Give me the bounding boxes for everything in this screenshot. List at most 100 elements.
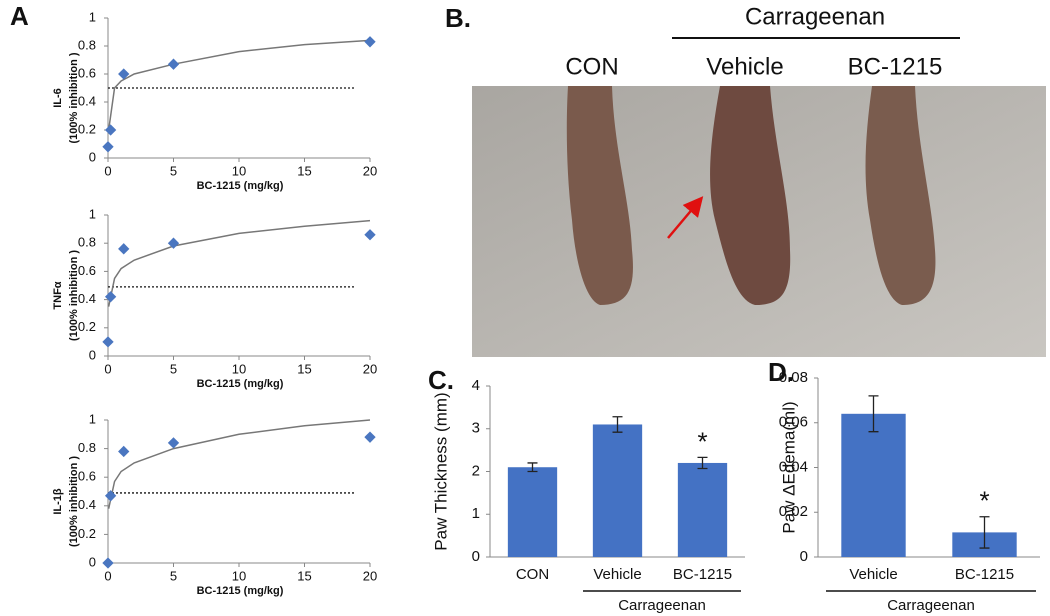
paw bbox=[710, 86, 791, 305]
error-bar bbox=[612, 416, 623, 433]
y-axis-label: IL-6 bbox=[52, 88, 64, 108]
fit-curve bbox=[107, 39, 371, 131]
y-axis-label: TNFα bbox=[52, 281, 64, 309]
x-tick-label: 5 bbox=[170, 568, 177, 583]
significance: * bbox=[697, 426, 707, 456]
point bbox=[364, 229, 376, 241]
x-tick-label: 20 bbox=[363, 163, 377, 178]
significance: * bbox=[979, 486, 989, 516]
y-tick-label: 3 bbox=[472, 420, 480, 437]
point bbox=[102, 141, 114, 153]
x-tick-label: 0 bbox=[104, 568, 111, 583]
bar bbox=[841, 413, 906, 557]
y-tick-label: 0.8 bbox=[78, 235, 96, 250]
y-tick-label: 0 bbox=[89, 347, 96, 362]
column-label: CON bbox=[565, 53, 618, 80]
point bbox=[167, 58, 180, 70]
point bbox=[102, 336, 114, 348]
x-tick-label: Vehicle bbox=[849, 566, 897, 583]
x-tick-label: 0 bbox=[104, 361, 111, 376]
panel-label: B. bbox=[445, 3, 471, 33]
x-tick-label: 15 bbox=[297, 163, 311, 178]
panel-label: D. bbox=[768, 357, 794, 387]
x-tick-label: 5 bbox=[170, 361, 177, 376]
point bbox=[102, 557, 114, 569]
point bbox=[118, 445, 130, 458]
point bbox=[167, 437, 180, 449]
y-tick-label: 0.2 bbox=[78, 319, 96, 334]
y-tick-label: 1 bbox=[472, 505, 480, 522]
x-tick-label: CON bbox=[516, 566, 549, 583]
y-tick-label: 0.02 bbox=[779, 503, 808, 520]
y-axis-label: Paw Thickness (mm) bbox=[431, 392, 450, 550]
panel-label: C. bbox=[428, 365, 454, 395]
y-tick-label: 0 bbox=[89, 554, 96, 569]
error-bar bbox=[697, 456, 708, 470]
group-label: Carrageenan bbox=[618, 597, 706, 614]
x-tick-label: 5 bbox=[170, 163, 177, 178]
paw bbox=[865, 86, 936, 305]
x-tick-label: 10 bbox=[232, 361, 246, 376]
y-tick-label: 0.6 bbox=[78, 469, 96, 484]
point bbox=[364, 36, 376, 48]
error-bar bbox=[868, 395, 879, 433]
panel-label: A bbox=[10, 1, 29, 31]
x-axis-label: BC-1215 (mg/kg) bbox=[197, 585, 284, 597]
y-tick-label: 2 bbox=[472, 462, 480, 479]
y-tick-label: 4 bbox=[472, 377, 480, 394]
y-tick-label: 0 bbox=[472, 548, 480, 565]
error-bar bbox=[979, 516, 990, 549]
point bbox=[104, 490, 117, 502]
point bbox=[118, 243, 130, 255]
x-tick-label: 15 bbox=[297, 568, 311, 583]
column-label: Vehicle bbox=[706, 53, 783, 80]
bar bbox=[677, 462, 728, 557]
y-tick-label: 0.4 bbox=[78, 291, 96, 306]
x-tick-label: 20 bbox=[363, 361, 377, 376]
y-axis-label: (100% inhibition ) bbox=[68, 250, 80, 341]
y-axis-label: Paw ΔEdema(ml) bbox=[779, 401, 798, 533]
x-tick-label: 15 bbox=[297, 361, 311, 376]
y-tick-label: 1 bbox=[89, 411, 96, 426]
fit-curve bbox=[107, 419, 371, 509]
point bbox=[364, 431, 376, 443]
x-tick-label: 20 bbox=[363, 568, 377, 583]
y-tick-label: 0 bbox=[800, 548, 808, 565]
x-tick-label: BC-1215 bbox=[955, 566, 1014, 583]
y-tick-label: 0.06 bbox=[779, 414, 808, 431]
photo-panel: B. Carrageenan CON Vehicle BC-1215 bbox=[445, 3, 1046, 357]
y-axis-label: IL-1β bbox=[52, 488, 64, 515]
column-label: BC-1215 bbox=[848, 53, 943, 80]
y-tick-label: 0.6 bbox=[78, 263, 96, 278]
x-tick-label: Vehicle bbox=[593, 566, 641, 583]
y-tick-label: 0.2 bbox=[78, 121, 96, 136]
y-tick-label: 1 bbox=[89, 9, 96, 24]
y-tick-label: 0.8 bbox=[78, 440, 96, 455]
point bbox=[104, 124, 117, 136]
y-tick-label: 0 bbox=[89, 149, 96, 164]
y-tick-label: 0.8 bbox=[78, 37, 96, 52]
paw bbox=[566, 86, 633, 305]
x-axis-label: BC-1215 (mg/kg) bbox=[197, 180, 284, 192]
y-tick-label: 0.4 bbox=[78, 93, 96, 108]
y-tick-label: 0.2 bbox=[78, 526, 96, 541]
x-tick-label: 0 bbox=[104, 163, 111, 178]
x-axis-label: BC-1215 (mg/kg) bbox=[197, 378, 284, 390]
y-tick-label: 1 bbox=[89, 206, 96, 221]
y-tick-label: 0.6 bbox=[78, 65, 96, 80]
x-tick-label: 10 bbox=[232, 568, 246, 583]
y-tick-label: 0.08 bbox=[779, 369, 808, 386]
bar bbox=[592, 424, 643, 557]
arrow bbox=[667, 196, 704, 239]
y-axis-label: (100% inhibition ) bbox=[68, 456, 80, 547]
x-tick-label: BC-1215 bbox=[673, 566, 732, 583]
y-tick-label: 0.4 bbox=[78, 497, 96, 512]
fit-curve bbox=[107, 219, 371, 307]
y-tick-label: 0.04 bbox=[779, 458, 808, 475]
point bbox=[104, 291, 117, 303]
bar bbox=[507, 467, 558, 557]
x-tick-label: 10 bbox=[232, 163, 246, 178]
error-bar bbox=[527, 462, 538, 473]
point bbox=[167, 237, 180, 249]
